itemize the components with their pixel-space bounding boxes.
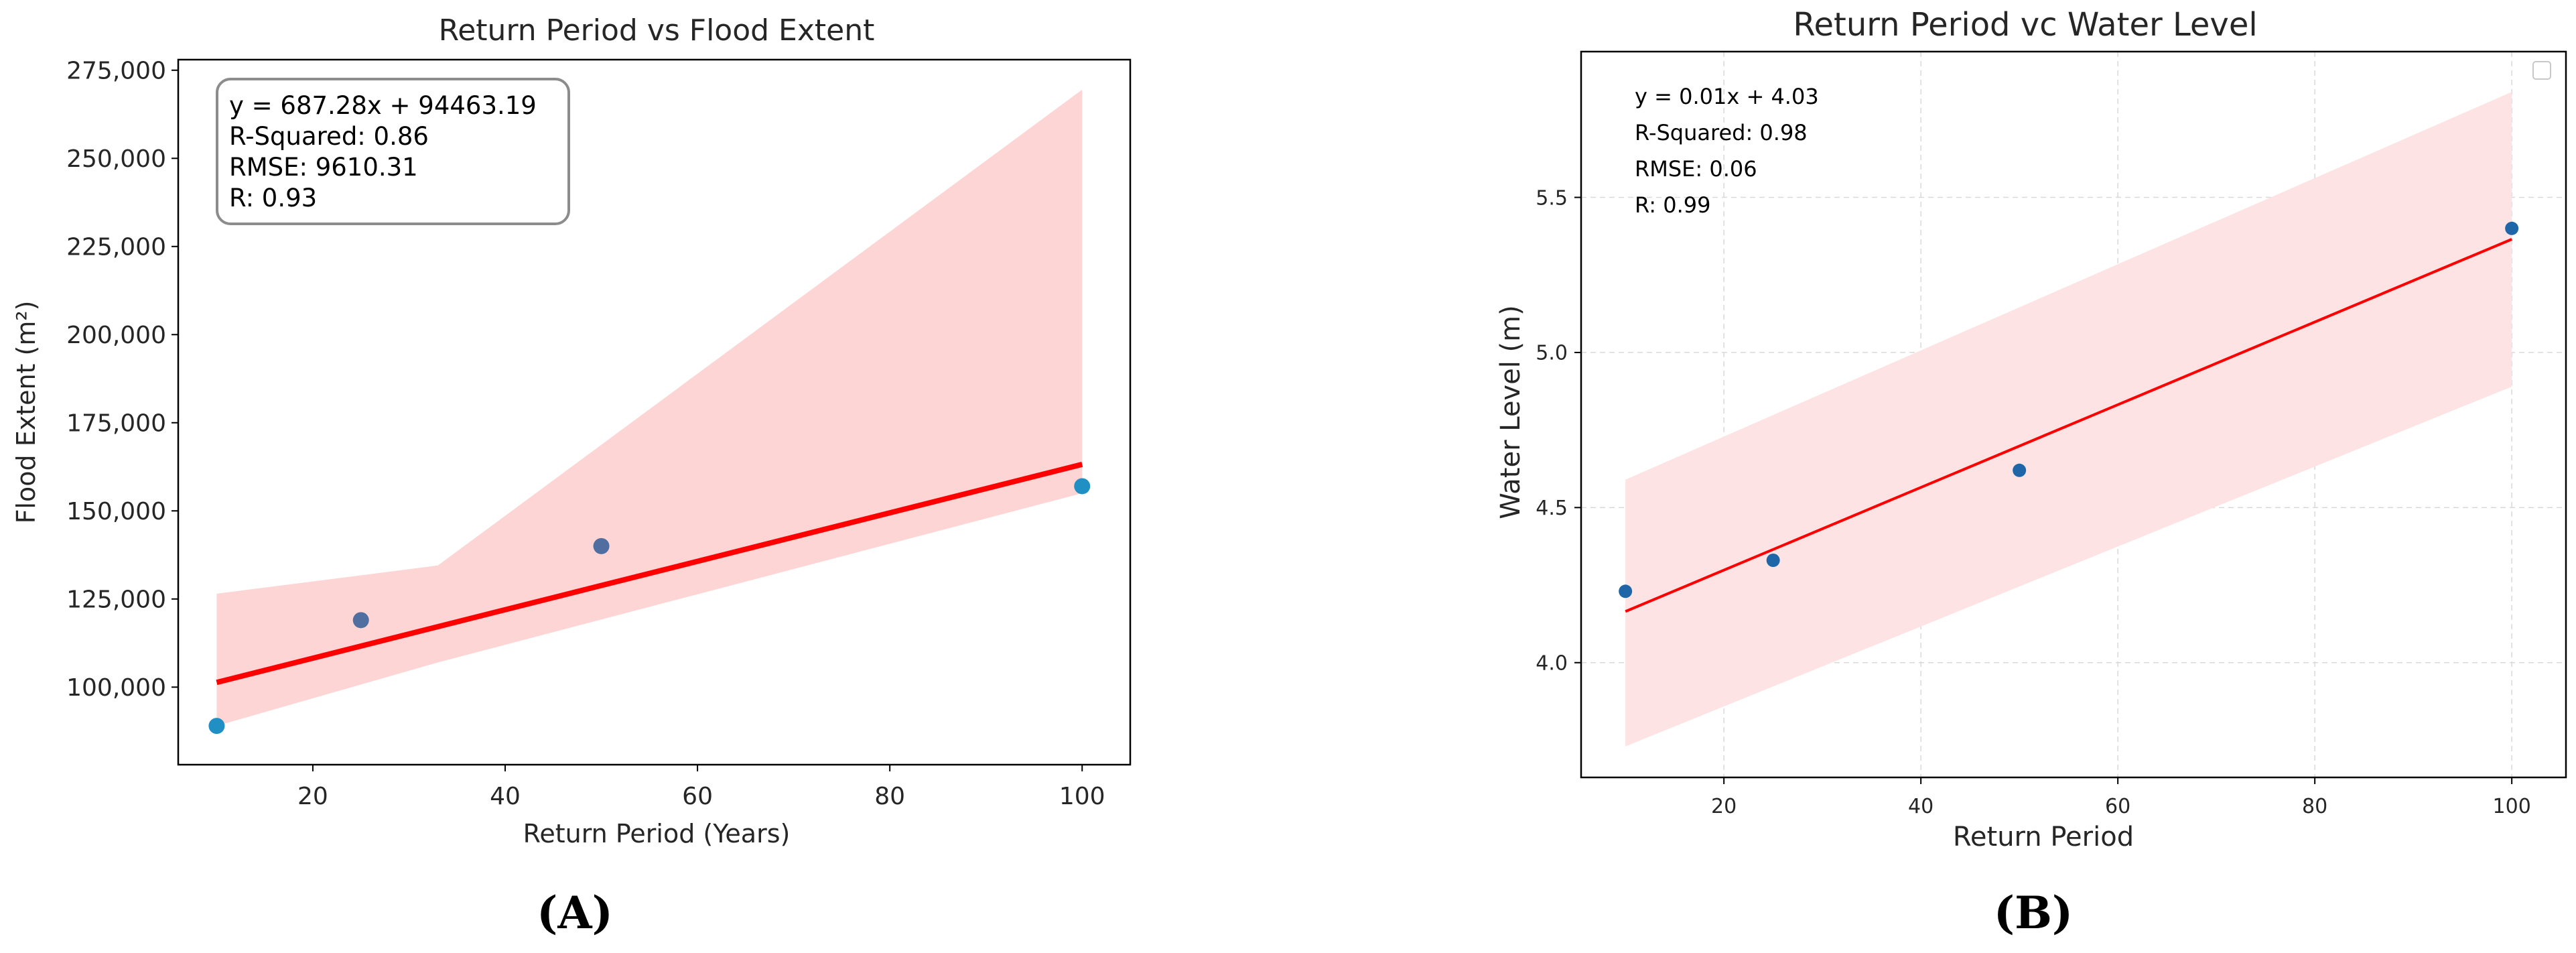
chart-b-fit-line xyxy=(1625,238,2512,613)
chart-a-xlabel: Return Period (Years) xyxy=(523,819,791,848)
chart-a-points xyxy=(208,478,1091,735)
regression-line xyxy=(216,462,1083,686)
x-tick-label: 20 xyxy=(1711,795,1737,818)
chart-a-r-squared: R-Squared: 0.86 xyxy=(229,122,429,151)
chart-a-x-ticks: 20 40 60 80 100 xyxy=(297,765,1105,810)
x-tick-label: 100 xyxy=(1059,783,1105,810)
y-tick-label: 5.0 xyxy=(1536,342,1568,365)
data-point xyxy=(1766,554,1780,568)
panel-b-label: (B) xyxy=(1994,887,2073,939)
data-point xyxy=(352,612,369,629)
chart-a-stats-box xyxy=(216,78,570,225)
x-tick-label: 80 xyxy=(874,783,905,810)
y-tick-label: 250,000 xyxy=(66,145,166,173)
y-tick-label: 275,000 xyxy=(66,58,166,85)
x-tick-label: 40 xyxy=(490,783,521,810)
x-tick-label: 60 xyxy=(2105,795,2130,818)
chart-b-title: Return Period vc Water Level xyxy=(1793,6,2257,44)
chart-b-r-squared: R-Squared: 0.98 xyxy=(1635,120,1808,145)
x-tick-label: 40 xyxy=(1908,795,1934,818)
y-tick-label: 5.5 xyxy=(1536,186,1568,210)
y-tick-label: 175,000 xyxy=(66,410,166,438)
chart-a-frame xyxy=(177,58,1132,766)
chart-a: Return Period vs Flood Extent 20 40 60 80 10… xyxy=(11,13,1132,939)
data-point xyxy=(2013,463,2027,477)
chart-a-equation: y = 687.28x + 94463.19 xyxy=(229,91,537,120)
chart-a-confidence-band xyxy=(216,89,1083,726)
y-tick-label: 200,000 xyxy=(66,322,166,349)
panel-a-label: (A) xyxy=(537,887,613,939)
chart-b-rmse: RMSE: 0.06 xyxy=(1635,156,1757,182)
chart-a-ylabel: Flood Extent (m²) xyxy=(11,301,41,524)
confidence-band-area xyxy=(1625,92,2512,747)
chart-b-legend xyxy=(2532,61,2551,80)
chart-a-title: Return Period vs Flood Extent xyxy=(439,13,875,48)
data-point xyxy=(208,718,225,735)
regression-line xyxy=(1625,238,2512,613)
y-tick-label: 100,000 xyxy=(66,674,166,702)
data-point xyxy=(593,537,610,554)
y-tick-label: 125,000 xyxy=(66,586,166,614)
chart-b-y-ticks: 4.0 4.5 5.0 5.5 xyxy=(1536,186,1581,676)
chart-b-xlabel: Return Period xyxy=(1953,822,2134,852)
chart-b: Return Period vc Water Level 20 40 60 80 100… xyxy=(1495,6,2567,939)
chart-b-equation: y = 0.01x + 4.03 xyxy=(1635,84,1819,109)
x-tick-label: 80 xyxy=(2302,795,2327,818)
chart-b-r: R: 0.99 xyxy=(1635,192,1710,218)
y-tick-label: 150,000 xyxy=(66,498,166,525)
data-point xyxy=(1619,584,1633,598)
x-tick-label: 60 xyxy=(682,783,713,810)
data-point xyxy=(1074,478,1091,495)
chart-b-confidence-band xyxy=(1625,92,2512,747)
chart-a-y-ticks: 100,000 125,000 150,000 175,000 200,000 225,0… xyxy=(66,58,178,702)
chart-a-rmse: RMSE: 9610.31 xyxy=(229,153,418,182)
x-tick-label: 20 xyxy=(297,783,328,810)
y-tick-label: 4.0 xyxy=(1536,652,1568,676)
chart-b-frame xyxy=(1580,50,2567,779)
chart-b-x-ticks: 20 40 60 80 100 xyxy=(1711,777,2531,818)
y-tick-label: 225,000 xyxy=(66,234,166,261)
chart-b-ylabel: Water Level (m) xyxy=(1495,305,1526,519)
confidence-band-area xyxy=(216,89,1083,726)
chart-a-fit-line xyxy=(216,462,1083,686)
x-tick-label: 100 xyxy=(2493,795,2531,818)
y-tick-label: 4.5 xyxy=(1536,497,1568,520)
data-point xyxy=(2505,221,2519,235)
chart-b-points xyxy=(1619,221,2519,598)
chart-a-r: R: 0.93 xyxy=(229,184,317,212)
